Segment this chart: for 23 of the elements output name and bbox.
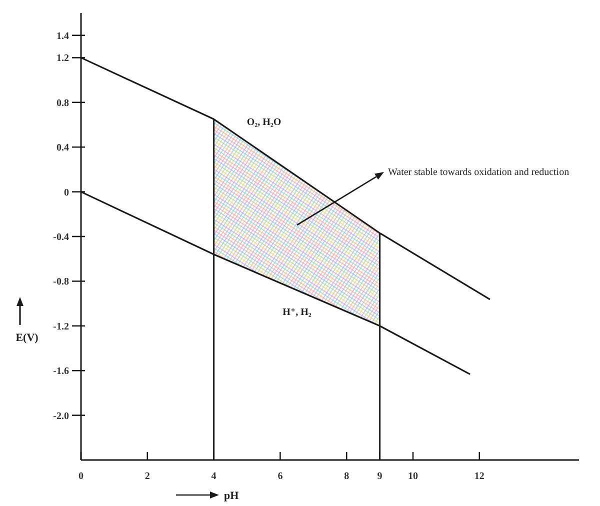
y-tick-label: 0 [64,187,69,198]
y-tick-label: -1.6 [53,366,69,378]
annotation: Water stable towards oxidation and reduction [388,167,570,178]
x-tick-label: 10 [408,471,418,482]
x-tick-label: 12 [474,471,484,482]
x-tick-label: 9 [377,471,382,482]
y-tick-label: 1.4 [56,30,69,42]
annotation: O₂, H₂O [246,117,282,128]
x-tick-label: 0 [78,471,84,482]
y-axis-title: E(V) [16,332,39,344]
y-tick-label: -1.2 [53,321,69,332]
y-tick-label: -0.4 [53,232,69,243]
y-tick-label: -0.8 [53,276,69,288]
y-tick-label: 1.2 [56,53,69,64]
x-tick-label: 6 [278,471,283,482]
y-tick-label: -2.0 [53,410,69,422]
x-tick-label: 8 [344,471,350,482]
y-tick-label: 0.4 [56,142,69,154]
annotation: H⁺, H₂ [282,307,312,318]
x-axis-title: pH [224,490,240,502]
y-tick-label: 0.8 [56,98,69,109]
x-tick-label: 4 [211,471,216,482]
x-tick-label: 2 [144,471,150,482]
